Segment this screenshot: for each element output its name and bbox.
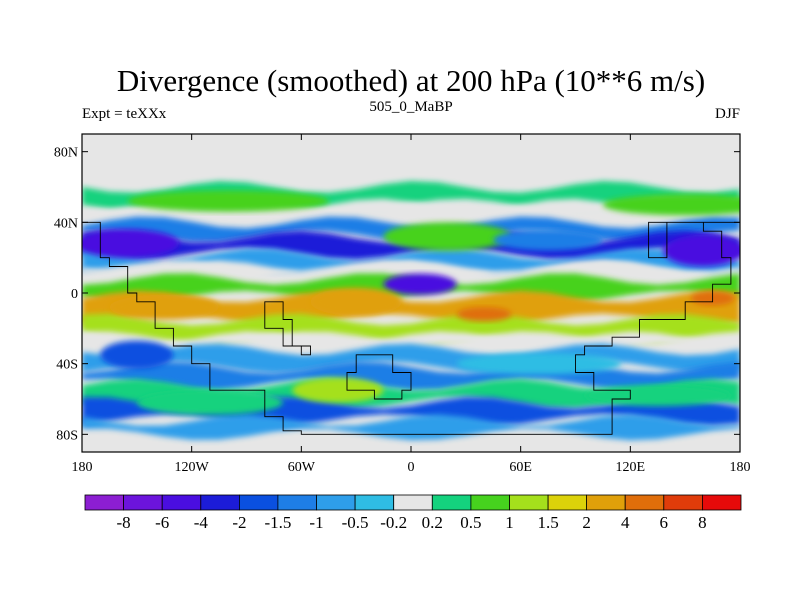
x-axis: 180 120W 60W 0 60E 120E 180 xyxy=(72,134,751,475)
case-label: 505_0_MaBP xyxy=(369,99,452,115)
colorbar-label: 0.2 xyxy=(422,513,443,532)
colorbar-swatch xyxy=(547,494,588,511)
field-blob-15 xyxy=(100,340,174,369)
colorbar-label: 6 xyxy=(660,513,669,532)
colorbar-label: -6 xyxy=(155,513,169,532)
colorbar-swatch xyxy=(393,494,433,511)
colorbar: -8 -6 -4 -2 -1.5 -1 -0.5 -0.2 0.2 0.5 1 1.5 2 4 6 8 xyxy=(84,494,742,532)
field-band-14 xyxy=(82,414,740,441)
y-axis: 80N 40N 0 40S 80S xyxy=(54,146,740,443)
land-outline xyxy=(82,221,740,435)
field-band-1 xyxy=(82,198,740,229)
colorbar-swatch xyxy=(702,494,742,511)
colorbar-label: 1.5 xyxy=(537,513,558,532)
colorbar-swatch xyxy=(123,494,163,511)
colorbar-label: -0.2 xyxy=(380,513,407,532)
field-blob-5 xyxy=(493,229,603,251)
colorbar-label: -2 xyxy=(232,513,246,532)
field-blob-12 xyxy=(456,353,622,375)
colorbar-swatch xyxy=(624,494,665,511)
field-blob-13 xyxy=(584,384,731,407)
x-tick-label: 180 xyxy=(730,460,751,475)
colorbar-swatch xyxy=(663,494,703,511)
colorbar-swatch xyxy=(431,494,472,511)
y-tick-label: 80S xyxy=(56,428,78,443)
colorbar-label: 1 xyxy=(505,513,514,532)
field-blob-8 xyxy=(109,294,220,320)
colorbar-swatch xyxy=(586,494,626,511)
colorbar-swatch xyxy=(238,494,279,511)
colorbar-swatch xyxy=(200,494,240,511)
colorbar-swatch xyxy=(161,494,202,511)
colorbar-swatch xyxy=(84,494,124,511)
field-blob-11 xyxy=(292,377,384,403)
colorbar-label: -0.5 xyxy=(342,513,369,532)
field-blob-0 xyxy=(127,190,329,212)
field-band-5 xyxy=(82,260,740,285)
coastline-1 xyxy=(264,301,311,356)
field-blobs xyxy=(82,190,740,415)
colorbar-swatch xyxy=(470,494,510,511)
field-band-12 xyxy=(82,378,740,409)
field-blob-4 xyxy=(383,222,512,251)
field-band-7 xyxy=(82,290,740,326)
coastline-2 xyxy=(346,354,412,400)
colorbar-label: 2 xyxy=(582,513,591,532)
field-bands xyxy=(82,181,740,441)
x-tick-label: 120W xyxy=(175,460,210,475)
y-tick-label: 40S xyxy=(56,358,78,373)
y-tick-label: 0 xyxy=(71,287,78,302)
field-blob-9 xyxy=(456,307,512,322)
x-tick-label: 180 xyxy=(72,460,93,475)
x-tick-label: 60W xyxy=(288,460,316,475)
experiment-label: Expt = teXXx xyxy=(82,106,167,122)
colorbar-label: -1.5 xyxy=(264,513,291,532)
x-tick-label: 60E xyxy=(509,460,532,475)
field-blob-2 xyxy=(82,229,179,258)
season-label: DJF xyxy=(715,106,740,122)
colorbar-swatch xyxy=(354,494,395,511)
field-blob-7 xyxy=(310,287,402,316)
colorbar-swatch xyxy=(509,494,549,511)
y-tick-label: 40N xyxy=(54,216,78,231)
x-tick-label: 120E xyxy=(616,460,646,475)
colorbar-swatch xyxy=(316,494,356,511)
y-tick-label: 80N xyxy=(54,146,78,161)
field-blob-1 xyxy=(602,194,740,216)
field-blob-14 xyxy=(136,390,283,415)
x-tick-label: 0 xyxy=(408,460,415,475)
colorbar-label: -8 xyxy=(117,513,131,532)
colorbar-label: -4 xyxy=(194,513,209,532)
colorbar-label: 8 xyxy=(698,513,707,532)
colorbar-label: 0.5 xyxy=(460,513,481,532)
coastline-0 xyxy=(82,221,740,435)
field-blob-3 xyxy=(663,234,740,267)
colorbar-label: -1 xyxy=(309,513,323,532)
colorbar-label: 4 xyxy=(621,513,630,532)
map-field xyxy=(82,134,740,452)
field-blob-6 xyxy=(383,273,457,295)
chart-title: Divergence (smoothed) at 200 hPa (10**6 … xyxy=(117,63,705,98)
field-band-10 xyxy=(82,343,740,374)
colorbar-swatch xyxy=(277,494,317,511)
